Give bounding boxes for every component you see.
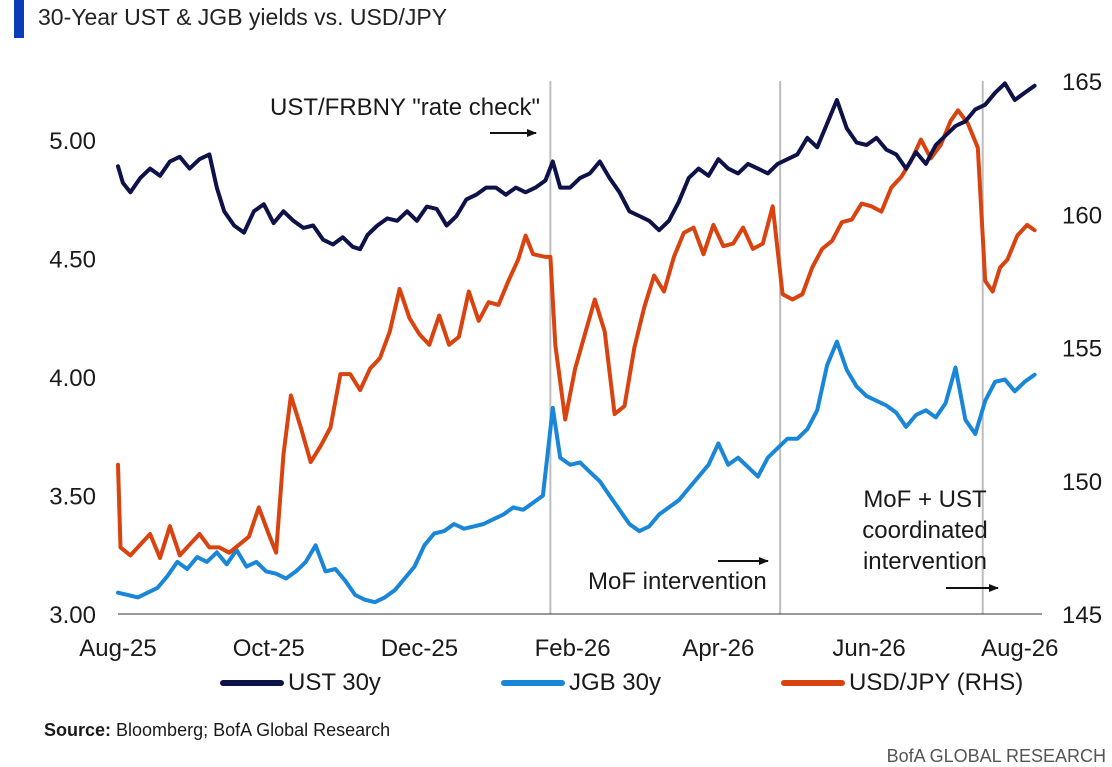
x-tick-label: Aug-25 xyxy=(79,635,156,662)
x-tick-label: Oct-25 xyxy=(233,635,305,662)
y-right-tick-label: 150 xyxy=(1062,469,1102,496)
y-right-tick-label: 165 xyxy=(1062,69,1102,96)
x-tick-label: Apr-26 xyxy=(682,635,754,662)
source-text: Bloomberg; BofA Global Research xyxy=(111,720,391,740)
legend-swatch-jgb xyxy=(500,680,565,686)
legend-item-ust: UST 30y xyxy=(220,666,381,700)
source-note: Source: Bloomberg; BofA Global Research xyxy=(44,720,390,741)
chart-subtitle: 30-Year UST & JGB yields vs. USD/JPY xyxy=(38,4,448,30)
legend-label-ust: UST 30y xyxy=(288,669,381,696)
legend-item-usdjpy: USD/JPY (RHS) xyxy=(780,666,1024,700)
series-line-usdjpy xyxy=(116,108,1037,560)
y-left-tick-label: 3.00 xyxy=(49,602,96,629)
annotation-rate-check: UST/FRBNY "rate check" xyxy=(270,94,540,121)
legend-swatch-ust xyxy=(220,680,284,686)
legend-item-jgb: JGB 30y xyxy=(500,666,661,700)
x-tick-label: Aug-26 xyxy=(981,635,1058,662)
series-line-jgb-30y xyxy=(116,339,1037,605)
legend-label-usdjpy: USD/JPY (RHS) xyxy=(848,669,1024,696)
legend-label-jgb: JGB 30y xyxy=(568,669,661,696)
annotation-coordinated-line-3: intervention xyxy=(863,548,987,575)
y-right-tick-label: 155 xyxy=(1062,336,1102,363)
y-right-tick-label: 160 xyxy=(1062,202,1102,229)
source-label: Source: xyxy=(44,720,112,740)
annotation-mof-intervention: MoF intervention xyxy=(588,568,767,595)
annotation-coordinated-line-2: coordinated xyxy=(862,517,987,544)
chart-legend: UST 30y JGB 30y USD/JPY (RHS) xyxy=(220,666,1023,700)
series-line-ust-30y xyxy=(116,81,1037,252)
y-left-tick-label: 4.50 xyxy=(49,247,96,274)
x-tick-label: Jun-26 xyxy=(832,635,905,662)
title-accent-bar xyxy=(14,0,24,38)
legend-swatch-usdjpy xyxy=(780,680,845,686)
y-left-tick-label: 3.50 xyxy=(49,484,96,511)
x-tick-label: Dec-25 xyxy=(381,635,458,662)
brand-footer: BofA GLOBAL RESEARCH xyxy=(886,746,1106,766)
y-right-tick-label: 145 xyxy=(1062,602,1102,629)
annotation-coordinated-line-1: MoF + UST xyxy=(863,486,987,513)
y-left-tick-label: 4.00 xyxy=(49,365,96,392)
x-tick-label: Feb-26 xyxy=(535,635,611,662)
y-left-tick-label: 5.00 xyxy=(49,128,96,155)
